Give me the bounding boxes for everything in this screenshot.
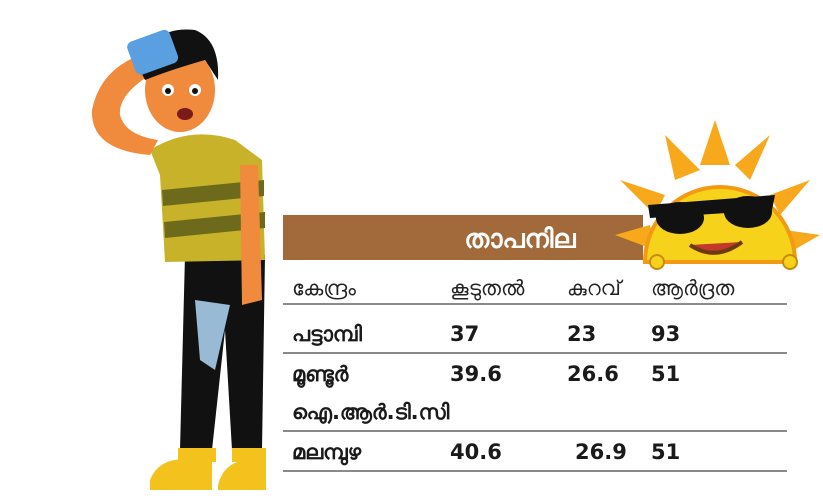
table-title: താപനില [464,225,576,255]
header-cell: ആർദ്രത [651,276,735,300]
cell-value: 26.9 [575,440,627,464]
cell-value: 39.6 [450,362,502,386]
row-name: മലമ്പുഴ [292,440,362,465]
row-name: മൂണ്ടൂർ [292,362,350,388]
header-cell: കേന്ദ്രം [292,276,356,300]
cell-value: 23 [567,322,596,346]
cell-value: 51 [651,362,680,386]
row-name: പട്ടാമ്പി [292,322,362,347]
cell-value: 93 [651,322,680,346]
row-name: ഐ.ആർ.ടി.സി [292,400,450,425]
man-illustration [91,29,266,490]
title-banner [283,215,643,260]
sun-illustration [615,120,820,270]
cell-value: 26.6 [567,362,619,386]
cell-value: 51 [651,440,680,464]
table: കേന്ദ്രം കൂടുതൽ കുറവ് ആർദ്രത പട്ടാമ്പി 37 23 93… [283,276,787,472]
header-cell: കൂടുതൽ [450,276,525,300]
header-cell: കുറവ് [567,276,624,300]
cell-value: 37 [450,322,479,346]
cell-value: 40.6 [450,440,502,464]
